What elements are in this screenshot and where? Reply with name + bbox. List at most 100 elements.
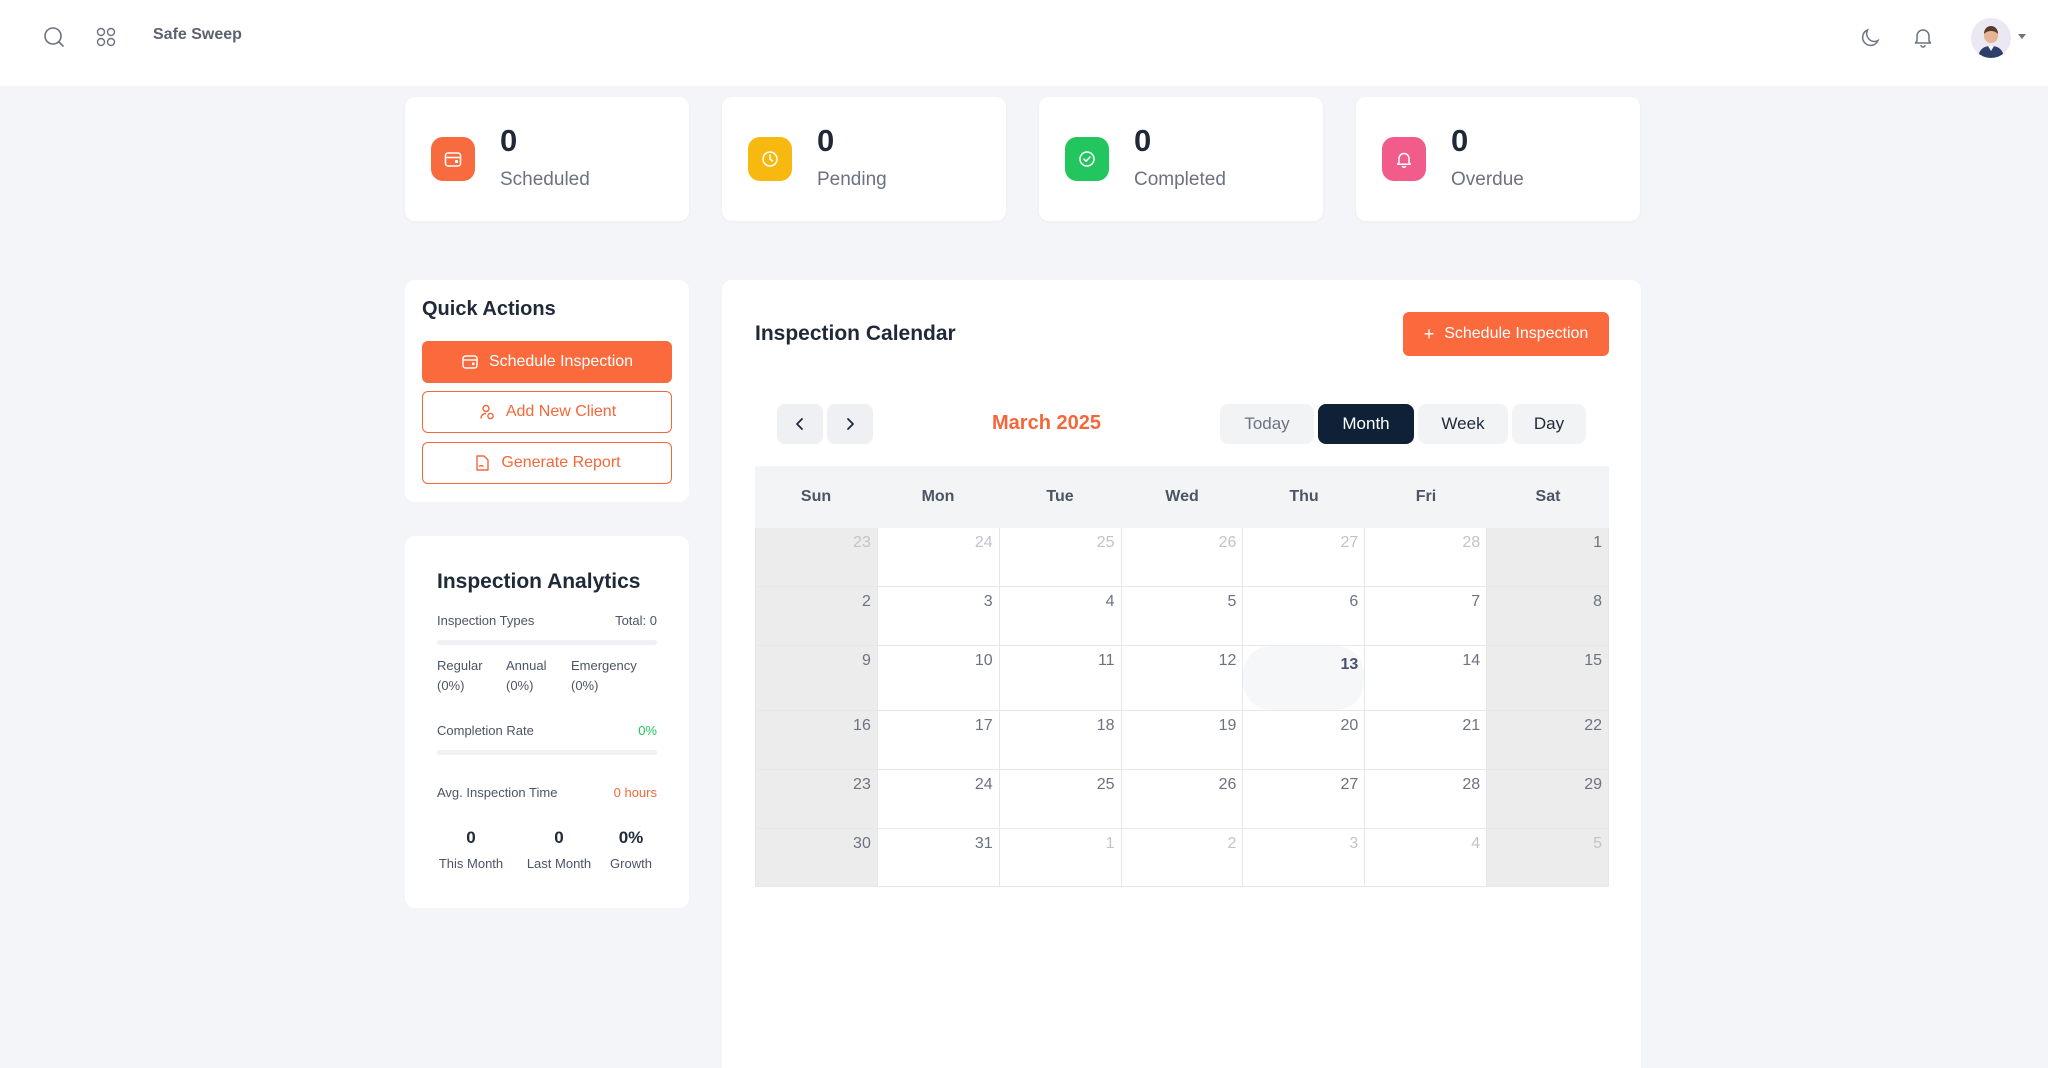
view-today-button[interactable]: Today <box>1220 404 1314 444</box>
day-number: 31 <box>974 835 993 852</box>
day-number: 17 <box>974 717 993 734</box>
calendar-day-cell[interactable]: 1 <box>999 829 1122 887</box>
prev-month-button[interactable] <box>777 404 823 444</box>
weekday-label: Sun <box>800 488 832 505</box>
calendar-day-cell[interactable]: 24 <box>877 770 1000 829</box>
calendar-day-cell[interactable]: 28 <box>1365 770 1488 829</box>
calendar-day-cell[interactable]: 27 <box>1243 528 1366 587</box>
generate-report-label: Generate Report <box>501 454 621 471</box>
day-number: 3 <box>983 593 993 610</box>
apps-icon[interactable] <box>93 24 119 50</box>
calendar-schedule-inspection-button[interactable]: + Schedule Inspection <box>1403 312 1609 356</box>
chevron-down-icon[interactable] <box>2018 34 2026 39</box>
this-month-label: This Month <box>438 856 504 871</box>
stat-card-pending: 0 Pending <box>722 97 1006 221</box>
calendar-day-cell[interactable]: 6 <box>1243 587 1366 646</box>
type-annual-pct: (0%) <box>506 678 534 693</box>
calendar-day-cell[interactable]: 11 <box>999 646 1122 711</box>
calendar-day-cell[interactable]: 7 <box>1365 587 1488 646</box>
calendar-day-cell[interactable]: 31 <box>877 829 1000 887</box>
next-month-button[interactable] <box>827 404 873 444</box>
day-number: 2 <box>1227 835 1237 852</box>
calendar-day-cell[interactable]: 5 <box>1487 829 1609 887</box>
calendar-day-cell[interactable]: 20 <box>1243 711 1366 770</box>
day-number: 27 <box>1340 534 1359 551</box>
day-number: 9 <box>861 652 871 669</box>
day-number: 26 <box>1218 534 1237 551</box>
view-day-button[interactable]: Day <box>1512 404 1586 444</box>
calendar-day-cell[interactable]: 27 <box>1243 770 1366 829</box>
calendar-day-cell[interactable]: 3 <box>1243 829 1366 887</box>
weekday-label: Sat <box>1535 488 1561 505</box>
calendar-day-cell[interactable]: 16 <box>756 711 878 770</box>
view-month-button[interactable]: Month <box>1318 404 1414 444</box>
calendar-day-cell[interactable]: 30 <box>756 829 878 887</box>
calendar-day-cell[interactable]: 2 <box>756 587 878 646</box>
bell-icon <box>1382 137 1426 181</box>
schedule-inspection-button[interactable]: Schedule Inspection <box>422 341 672 383</box>
calendar-day-today[interactable]: 13 <box>1243 646 1366 711</box>
calendar-day-cell[interactable]: 23 <box>756 770 878 829</box>
calendar-week-row: 23 24 25 26 27 28 1 <box>755 528 1609 587</box>
completion-rate-label: Completion Rate <box>437 723 534 738</box>
calendar-day-cell[interactable]: 25 <box>999 528 1122 587</box>
calendar-day-cell[interactable]: 4 <box>1365 829 1488 887</box>
inspection-types-label: Inspection Types <box>437 613 535 628</box>
calendar-day-cell[interactable]: 15 <box>1487 646 1609 711</box>
type-regular-pct: (0%) <box>437 678 465 693</box>
search-icon[interactable] <box>41 24 67 50</box>
calendar-day-cell[interactable]: 21 <box>1365 711 1488 770</box>
calendar-day-cell[interactable]: 10 <box>877 646 1000 711</box>
stat-value: 0 <box>500 123 518 158</box>
calendar-day-cell[interactable]: 12 <box>1121 646 1244 711</box>
weekday-label: Mon <box>921 488 955 505</box>
avatar[interactable] <box>1971 18 2011 58</box>
day-number: 4 <box>1105 593 1115 610</box>
calendar-day-cell[interactable]: 29 <box>1487 770 1609 829</box>
calendar-day-cell[interactable]: 2 <box>1121 829 1244 887</box>
weekday-header-row: Sun Mon Tue Wed Thu Fri Sat <box>755 466 1609 528</box>
calendar-day-cell[interactable]: 18 <box>999 711 1122 770</box>
moon-icon[interactable] <box>1858 24 1884 50</box>
plus-icon: + <box>1423 324 1435 344</box>
last-month-value: 0 <box>554 828 564 847</box>
day-number: 28 <box>1462 776 1481 793</box>
day-number: 3 <box>1349 835 1359 852</box>
day-number: 29 <box>1584 776 1602 793</box>
calendar-day-cell[interactable]: 5 <box>1121 587 1244 646</box>
calendar-day-cell[interactable]: 19 <box>1121 711 1244 770</box>
chevron-right-icon <box>847 418 854 430</box>
calendar-day-cell[interactable]: 9 <box>756 646 878 711</box>
top-bar: Safe Sweep <box>0 0 2048 86</box>
calendar-day-cell[interactable]: 8 <box>1487 587 1609 646</box>
stat-label: Pending <box>817 169 887 190</box>
calendar-day-cell[interactable]: 28 <box>1365 528 1488 587</box>
weekday-label: Tue <box>1046 488 1074 505</box>
day-number: 1 <box>1105 835 1115 852</box>
day-number: 26 <box>1218 776 1237 793</box>
calendar-day-cell[interactable]: 25 <box>999 770 1122 829</box>
calendar-day-cell[interactable]: 23 <box>756 528 878 587</box>
calendar-week-row: 23 24 25 26 27 28 29 <box>755 770 1609 829</box>
calendar-day-cell[interactable]: 4 <box>999 587 1122 646</box>
generate-report-button[interactable]: Generate Report <box>422 442 672 484</box>
schedule-inspection-label: Schedule Inspection <box>488 353 634 370</box>
calendar-day-cell[interactable]: 17 <box>877 711 1000 770</box>
day-number: 16 <box>853 717 871 734</box>
calendar-day-cell[interactable]: 14 <box>1365 646 1488 711</box>
calendar-day-cell[interactable]: 26 <box>1121 770 1244 829</box>
bell-icon[interactable] <box>1910 24 1936 50</box>
add-new-client-button[interactable]: Add New Client <box>422 391 672 433</box>
day-number: 5 <box>1227 593 1237 610</box>
stat-value: 0 <box>1134 123 1152 158</box>
last-month-label: Last Month <box>526 856 592 871</box>
inspection-types-total: Total: 0 <box>615 613 657 628</box>
view-week-button[interactable]: Week <box>1418 404 1508 444</box>
calendar-title: Inspection Calendar <box>755 322 956 345</box>
calendar-day-cell[interactable]: 1 <box>1487 528 1609 587</box>
calendar-day-cell[interactable]: 24 <box>877 528 1000 587</box>
brand-name[interactable]: Safe Sweep <box>153 26 242 43</box>
calendar-day-cell[interactable]: 22 <box>1487 711 1609 770</box>
calendar-day-cell[interactable]: 26 <box>1121 528 1244 587</box>
calendar-day-cell[interactable]: 3 <box>877 587 1000 646</box>
